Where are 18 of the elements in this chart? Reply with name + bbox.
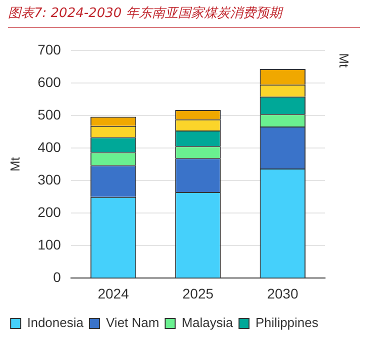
- x-tick-label: 2024: [98, 285, 130, 302]
- y-tick-label: 100: [38, 236, 62, 253]
- y-axis-title: Mt: [7, 156, 22, 172]
- y-tick-label: 0: [53, 269, 62, 286]
- chart-title: 图表7: 2024-2030 年东南亚国家煤炭消费预期: [8, 5, 282, 22]
- legend-label: Malaysia: [182, 315, 234, 330]
- legend-label: Indonesia: [27, 315, 84, 330]
- legend-label: Philippines: [256, 315, 319, 330]
- y-tick-label: 200: [38, 204, 62, 220]
- legend-label: Viet Nam: [106, 315, 160, 330]
- text: Mt: [336, 53, 352, 68]
- y-tick-label: 300: [38, 171, 62, 188]
- y-tick-label: 400: [38, 138, 62, 155]
- y-tick-label: 600: [38, 74, 62, 90]
- y-tick-label: 500: [38, 106, 62, 122]
- x-tick-label: 2025: [182, 285, 214, 302]
- y-tick-label: 700: [38, 41, 62, 58]
- x-tick-label: 2030: [267, 285, 298, 302]
